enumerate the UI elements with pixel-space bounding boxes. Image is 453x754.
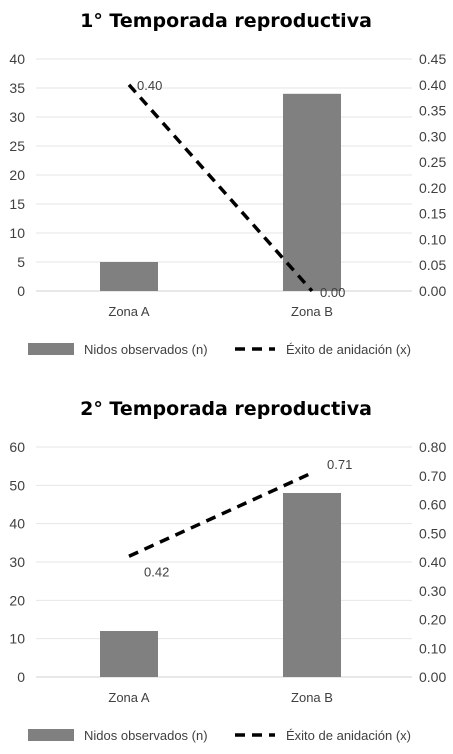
y-left-tick-label: 50 xyxy=(9,477,25,493)
y-left-tick-label: 35 xyxy=(9,80,25,96)
legend-bar-swatch xyxy=(28,343,74,355)
y-left-tick-label: 0 xyxy=(17,283,25,299)
y-right-tick-label: 0.10 xyxy=(419,640,446,656)
y-left-tick-label: 30 xyxy=(9,109,25,125)
bar-zona-b xyxy=(283,93,341,291)
x-category-label: Zona B xyxy=(291,304,333,319)
y-right-tick-label: 0.45 xyxy=(419,51,446,67)
y-right-tick-label: 0.05 xyxy=(419,257,446,273)
y-right-tick-label: 0.20 xyxy=(419,180,446,196)
y-right-tick-label: 0.80 xyxy=(419,439,446,455)
y-right-tick-label: 0.30 xyxy=(419,583,446,599)
y-left-tick-label: 5 xyxy=(17,254,25,270)
y-right-tick-label: 0.40 xyxy=(419,77,446,93)
y-right-tick-label: 0.00 xyxy=(419,669,446,685)
x-category-label: Zona A xyxy=(108,690,150,705)
y-right-tick-label: 0.10 xyxy=(419,231,446,247)
x-category-label: Zona B xyxy=(291,690,333,705)
y-left-tick-label: 20 xyxy=(9,167,25,183)
chart-title: 1° Temporada reproductiva xyxy=(80,10,372,32)
y-right-tick-label: 0.25 xyxy=(419,154,446,170)
y-left-tick-label: 60 xyxy=(9,439,25,455)
y-right-tick-label: 0.20 xyxy=(419,612,446,628)
y-left-tick-label: 40 xyxy=(9,516,25,532)
y-left-tick-label: 40 xyxy=(9,51,25,67)
chart-1: 1° Temporada reproductiva 0 5 10 15 20 25 30 35 4… xyxy=(9,10,446,357)
y-right-tick-label: 0.00 xyxy=(419,283,446,299)
y-right-tick-label: 0.40 xyxy=(419,554,446,570)
y-right-tick-label: 0.60 xyxy=(419,497,446,513)
bar-zona-a xyxy=(100,262,158,291)
bar-zona-a xyxy=(100,631,158,677)
y-right-tick-label: 0.30 xyxy=(419,128,446,144)
legend-label: Éxito de anidación (x) xyxy=(286,728,411,743)
data-label: 0.00 xyxy=(320,285,345,300)
chart-2: 2° Temporada reproductiva 0 10 20 30 40 50 60 0.… xyxy=(9,398,446,743)
y-left-tick-label: 10 xyxy=(9,225,25,241)
x-category-label: Zona A xyxy=(108,304,150,319)
y-left-tick-label: 10 xyxy=(9,631,25,647)
y-right-tick-label: 0.35 xyxy=(419,103,446,119)
y-right-tick-label: 0.15 xyxy=(419,206,446,222)
y-left-tick-label: 30 xyxy=(9,554,25,570)
data-label: 0.71 xyxy=(327,457,352,472)
y-right-tick-label: 0.70 xyxy=(419,468,446,484)
y-left-tick-label: 25 xyxy=(9,138,25,154)
legend-label: Éxito de anidación (x) xyxy=(286,342,411,357)
success-line xyxy=(127,83,314,293)
bar-zona-b xyxy=(283,493,341,677)
y-left-tick-label: 15 xyxy=(9,196,25,212)
legend-label: Nidos observados (n) xyxy=(84,342,208,357)
chart-title: 2° Temporada reproductiva xyxy=(80,398,372,420)
data-label: 0.40 xyxy=(137,78,162,93)
data-label: 0.42 xyxy=(144,564,169,579)
legend-label: Nidos observados (n) xyxy=(84,728,208,743)
legend-bar-swatch xyxy=(28,729,74,741)
y-right-tick-label: 0.50 xyxy=(419,525,446,541)
y-left-tick-label: 0 xyxy=(17,669,25,685)
y-left-tick-label: 20 xyxy=(9,592,25,608)
